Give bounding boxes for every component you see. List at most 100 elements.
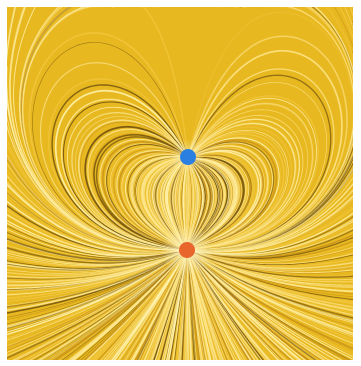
field-line	[111, 147, 184, 249]
field-line	[191, 253, 353, 355]
field-line	[191, 139, 278, 250]
field-line	[191, 148, 264, 249]
field-line	[189, 251, 353, 312]
field-line	[7, 238, 182, 261]
field-line	[192, 243, 353, 261]
field-line	[7, 189, 185, 253]
field-line	[7, 251, 184, 289]
field-line	[108, 145, 186, 249]
field-line	[190, 126, 293, 250]
field-line	[7, 66, 184, 251]
field-line	[7, 244, 182, 263]
field-line	[106, 143, 184, 249]
field-line	[191, 200, 353, 253]
field-line	[12, 251, 185, 360]
field-line	[7, 250, 185, 283]
field-line	[13, 7, 184, 251]
field-line	[89, 131, 186, 250]
field-line	[191, 102, 314, 251]
field-line	[29, 252, 184, 360]
field-line	[54, 89, 187, 251]
field-line	[191, 147, 265, 249]
field-line	[28, 32, 188, 251]
field-line	[191, 219, 353, 256]
field-line	[189, 212, 353, 255]
field-line	[47, 252, 185, 360]
field-line	[189, 95, 319, 251]
field-line	[132, 156, 183, 248]
field-line	[7, 201, 183, 254]
field-line	[7, 253, 183, 357]
field-line	[71, 112, 186, 250]
field-line	[190, 253, 310, 360]
field-line	[7, 252, 183, 325]
field-image-frame	[7, 7, 353, 360]
field-line	[189, 251, 353, 321]
field-line	[7, 252, 183, 308]
field-line	[47, 78, 187, 251]
field-line	[190, 109, 309, 250]
field-line	[191, 155, 249, 249]
field-line	[190, 252, 353, 341]
field-line	[188, 254, 248, 360]
field-line	[191, 156, 242, 248]
field-line	[191, 152, 255, 249]
field-line	[189, 252, 295, 360]
field-line	[190, 254, 326, 360]
field-line	[191, 252, 353, 319]
field-line	[192, 227, 353, 257]
field-line	[189, 252, 317, 360]
field-line	[188, 35, 348, 251]
field-line	[80, 121, 184, 250]
field-line	[7, 208, 182, 255]
field-line	[190, 114, 304, 250]
field-line	[133, 156, 185, 248]
field-line	[110, 254, 185, 360]
field-line	[191, 252, 353, 324]
field-line	[191, 251, 353, 282]
field-line	[191, 253, 353, 351]
field-line	[189, 82, 327, 250]
field-line	[188, 254, 232, 360]
field-line	[191, 253, 353, 344]
field-line	[190, 251, 353, 292]
field-line	[190, 7, 353, 251]
field-line	[189, 251, 353, 321]
field-line	[190, 253, 300, 360]
field-line	[7, 252, 184, 348]
field-line	[190, 133, 285, 250]
field-line	[189, 254, 279, 360]
field-line	[39, 62, 187, 251]
field-line	[7, 252, 184, 333]
field-line	[7, 251, 183, 276]
field-line	[32, 42, 187, 251]
field-line	[190, 251, 353, 278]
field-line	[190, 7, 353, 251]
field-line	[7, 251, 183, 267]
field-line	[7, 252, 183, 321]
negative-charge	[180, 149, 196, 165]
field-line	[104, 253, 186, 360]
field-line	[193, 189, 353, 252]
field-line	[61, 253, 185, 360]
field-line	[99, 138, 185, 249]
field-line	[190, 250, 353, 272]
field-line	[62, 101, 185, 250]
field-line	[190, 254, 283, 360]
field-line	[7, 252, 183, 327]
field-line	[192, 198, 353, 253]
field-line	[7, 232, 184, 259]
field-line	[191, 131, 287, 250]
field-line	[191, 118, 301, 250]
field-line	[38, 252, 185, 360]
field-line	[7, 155, 182, 252]
field-line	[7, 252, 183, 318]
field-line	[191, 168, 353, 252]
field-line	[189, 252, 351, 360]
field-line	[190, 246, 353, 262]
field-line	[67, 106, 186, 250]
field-line	[7, 251, 183, 272]
field-line	[7, 252, 184, 339]
field-line	[188, 254, 239, 360]
